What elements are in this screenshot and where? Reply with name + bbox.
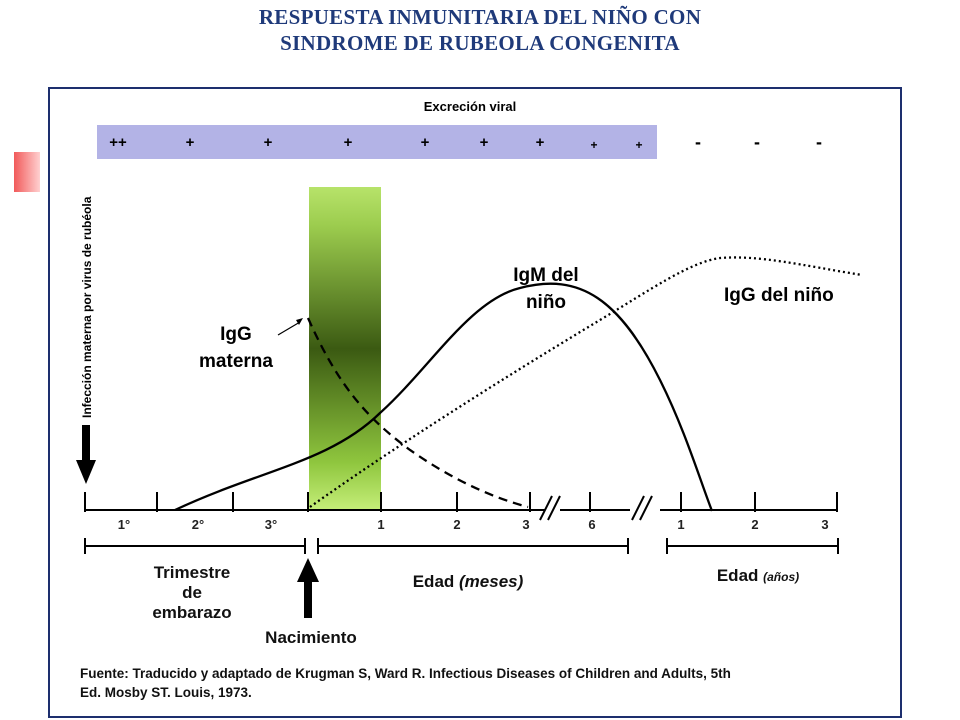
igg-maternal-label: materna bbox=[199, 351, 273, 372]
excretion-mark: + bbox=[264, 134, 273, 151]
tick-label: 3° bbox=[265, 517, 277, 532]
igm-child-curve bbox=[174, 282, 714, 512]
diagram-frame bbox=[48, 87, 902, 718]
excretion-mark-negative: - bbox=[695, 132, 701, 152]
igg-maternal-curve bbox=[306, 317, 529, 509]
tick-label: 2 bbox=[751, 517, 758, 532]
maternal-infection-arrow bbox=[76, 425, 96, 484]
igg-maternal-pointer bbox=[277, 318, 303, 336]
excretion-mark-negative: - bbox=[754, 132, 760, 152]
excretion-mark: + bbox=[421, 134, 430, 151]
page-title: RESPUESTA INMUNITARIA DEL NIÑO CON SINDR… bbox=[0, 4, 960, 56]
igm-child-label: IgM del bbox=[513, 265, 578, 286]
trimester-label: embarazo bbox=[152, 603, 231, 622]
tick-label: 3 bbox=[522, 517, 529, 532]
tick-label: 2 bbox=[453, 517, 460, 532]
decorative-accent bbox=[14, 152, 40, 192]
igg-child-curve bbox=[309, 256, 863, 508]
title-line-2: SINDROME DE RUBEOLA CONGENITA bbox=[280, 31, 680, 55]
source-line-2: Ed. Mosby ST. Louis, 1973. bbox=[80, 685, 252, 700]
excretion-mark: ++ bbox=[109, 134, 127, 151]
birth-arrow bbox=[297, 558, 319, 618]
trimester-label: de bbox=[182, 583, 202, 602]
trimester-label: Trimestre bbox=[154, 563, 231, 582]
title-line-1: RESPUESTA INMUNITARIA DEL NIÑO CON bbox=[258, 5, 702, 29]
tick-label: 1 bbox=[677, 517, 684, 532]
excretion-mark: + bbox=[635, 138, 642, 152]
years-label: Edad bbox=[717, 566, 759, 585]
excretion-mark: + bbox=[480, 134, 489, 151]
tick-label: 3 bbox=[821, 517, 828, 532]
excretion-mark-negative: - bbox=[816, 132, 822, 152]
years-unit: (años) bbox=[763, 570, 799, 584]
maternal-infection-label: Infección materna por virus de rubéola bbox=[80, 196, 94, 418]
axis-break bbox=[539, 495, 653, 521]
excretion-band bbox=[97, 125, 657, 159]
months-range-label: Edad (meses) bbox=[413, 572, 524, 591]
birth-label: Nacimiento bbox=[265, 628, 357, 647]
excretion-mark: + bbox=[590, 138, 597, 152]
time-axis bbox=[84, 492, 838, 512]
months-unit: (meses) bbox=[459, 572, 524, 591]
birth-period-bar bbox=[309, 187, 381, 511]
excretion-mark: + bbox=[536, 134, 545, 151]
months-label: Edad bbox=[413, 572, 455, 591]
tick-label: 1 bbox=[377, 517, 384, 532]
excretion-mark: + bbox=[344, 134, 353, 151]
tick-label: 2° bbox=[192, 517, 204, 532]
years-range-label: Edad (años) bbox=[717, 566, 799, 585]
excretion-mark: + bbox=[186, 134, 195, 151]
source-note: Fuente: Traducido y adaptado de Krugman … bbox=[80, 664, 860, 702]
igm-child-label: niño bbox=[526, 292, 566, 313]
tick-label: 6 bbox=[588, 517, 595, 532]
tick-label: 1° bbox=[118, 517, 130, 532]
igg-maternal-label: IgG bbox=[220, 324, 252, 345]
igg-child-label: IgG del niño bbox=[724, 285, 834, 306]
excretion-label: Excreción viral bbox=[424, 99, 517, 114]
range-brackets bbox=[84, 538, 839, 554]
source-line-1: Fuente: Traducido y adaptado de Krugman … bbox=[80, 666, 731, 681]
